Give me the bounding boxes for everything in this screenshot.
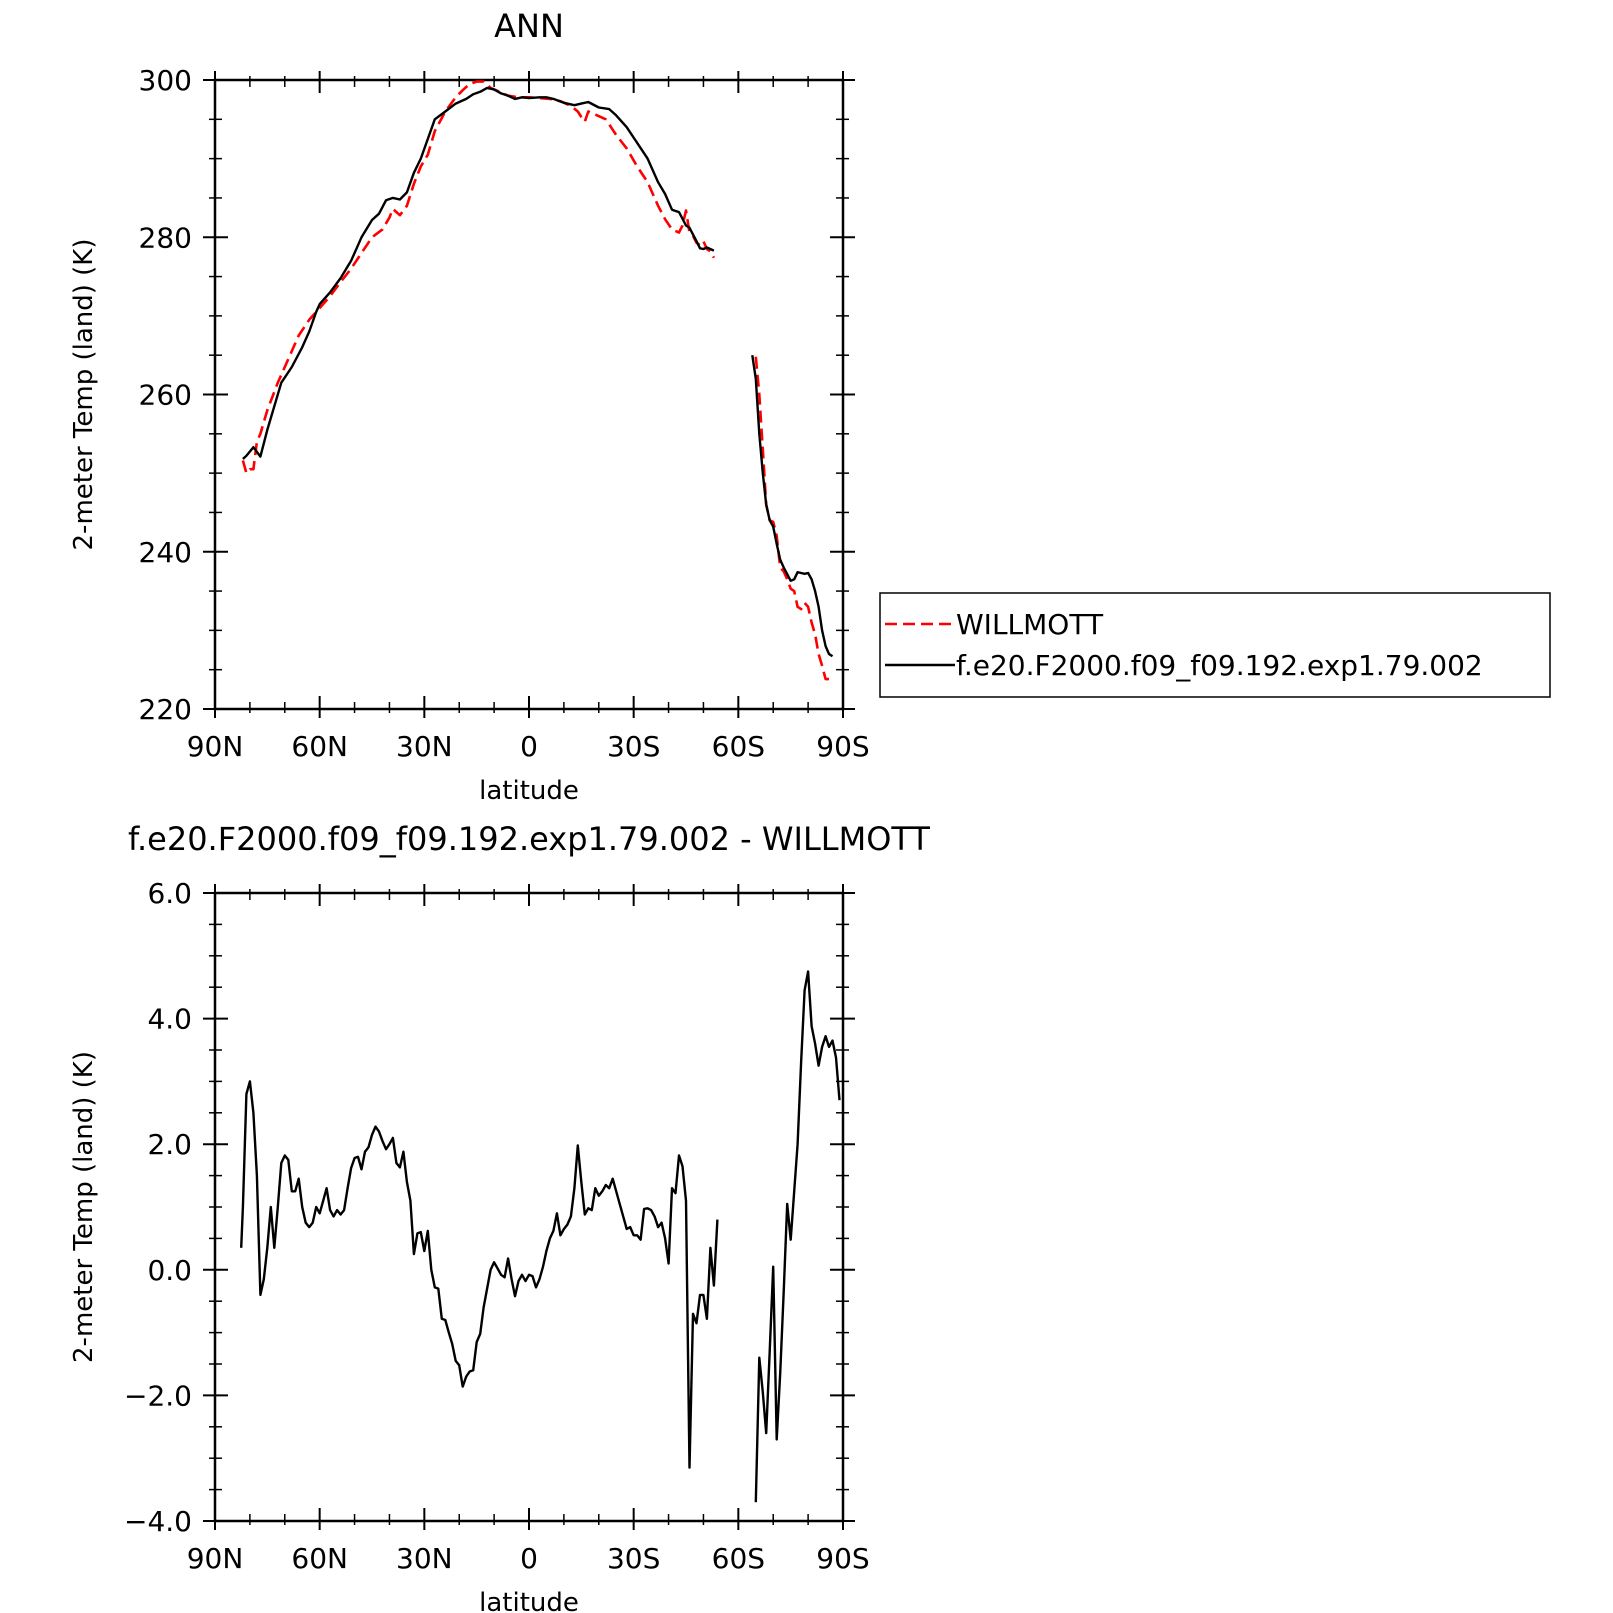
x-tick-label: 90S — [816, 1542, 869, 1575]
x-tick-label: 60S — [712, 1542, 765, 1575]
x-tick-label: 60S — [712, 730, 765, 763]
chart-bottom-difference: 90N 60N 30N 0 30S 60S 90S −4.0 −2.0 0.0 2.0 4.0 6.0 f… — [69, 820, 930, 1613]
y-tick-label: 6.0 — [147, 877, 192, 910]
plot-frame — [213, 78, 845, 711]
x-tick-label: 90N — [187, 730, 244, 763]
x-axis-label: latitude — [479, 1588, 579, 1613]
x-tick-label: 30S — [607, 1542, 660, 1575]
y-tick-label: −4.0 — [124, 1505, 192, 1538]
series-line-willmott — [754, 356, 829, 681]
y-tick-label: 4.0 — [147, 1003, 192, 1036]
y-axis-label: 2-meter Temp (land) (K) — [69, 239, 99, 551]
y-tick-label: 280 — [139, 221, 192, 254]
series-line-difference — [754, 970, 841, 1503]
x-tick-label: 30S — [607, 730, 660, 763]
x-axis-label: latitude — [479, 776, 579, 806]
x-tick-label: 0 — [520, 730, 538, 763]
chart-top-ann: 90N 60N 30N 0 30S 60S 90S 220 240 260 280 300 ANN lat… — [69, 7, 870, 806]
y-tick-label: 0.0 — [147, 1254, 192, 1287]
x-tick-label: 30N — [396, 1542, 453, 1575]
x-tick-label: 90N — [187, 1542, 244, 1575]
y-tick-label: −2.0 — [124, 1379, 192, 1412]
series-line-f-e20-f2000-f09-f09-192-exp1-79-002 — [242, 86, 715, 460]
x-tick-label: 60N — [291, 730, 348, 763]
x-tick-label: 30N — [396, 730, 453, 763]
series-line-willmott — [241, 80, 716, 475]
series-line-f-e20-f2000-f09-f09-192-exp1-79-002 — [751, 355, 834, 658]
y-tick-label: 240 — [139, 536, 192, 569]
x-tick-label: 60N — [291, 1542, 348, 1575]
chart-title: f.e20.F2000.f09_f09.192.exp1.79.002 - WI… — [128, 820, 930, 858]
y-axis-label: 2-meter Temp (land) (K) — [69, 1051, 99, 1363]
y-tick-label: 2.0 — [147, 1128, 192, 1161]
legend: WILLMOTT f.e20.F2000.f09_f09.192.exp1.79.… — [879, 592, 1551, 698]
series-line-difference — [240, 1080, 719, 1469]
x-tick-label: 90S — [816, 730, 869, 763]
y-tick-label: 300 — [139, 64, 192, 97]
chart-title: ANN — [494, 7, 564, 45]
legend-label: WILLMOTT — [956, 608, 1104, 641]
y-tick-label: 260 — [139, 379, 192, 412]
y-tick-label: 220 — [139, 693, 192, 726]
x-tick-label: 0 — [520, 1542, 538, 1575]
plot-frame — [213, 891, 845, 1523]
legend-box — [879, 592, 1551, 698]
legend-label: f.e20.F2000.f09_f09.192.exp1.79.002 — [956, 649, 1483, 682]
